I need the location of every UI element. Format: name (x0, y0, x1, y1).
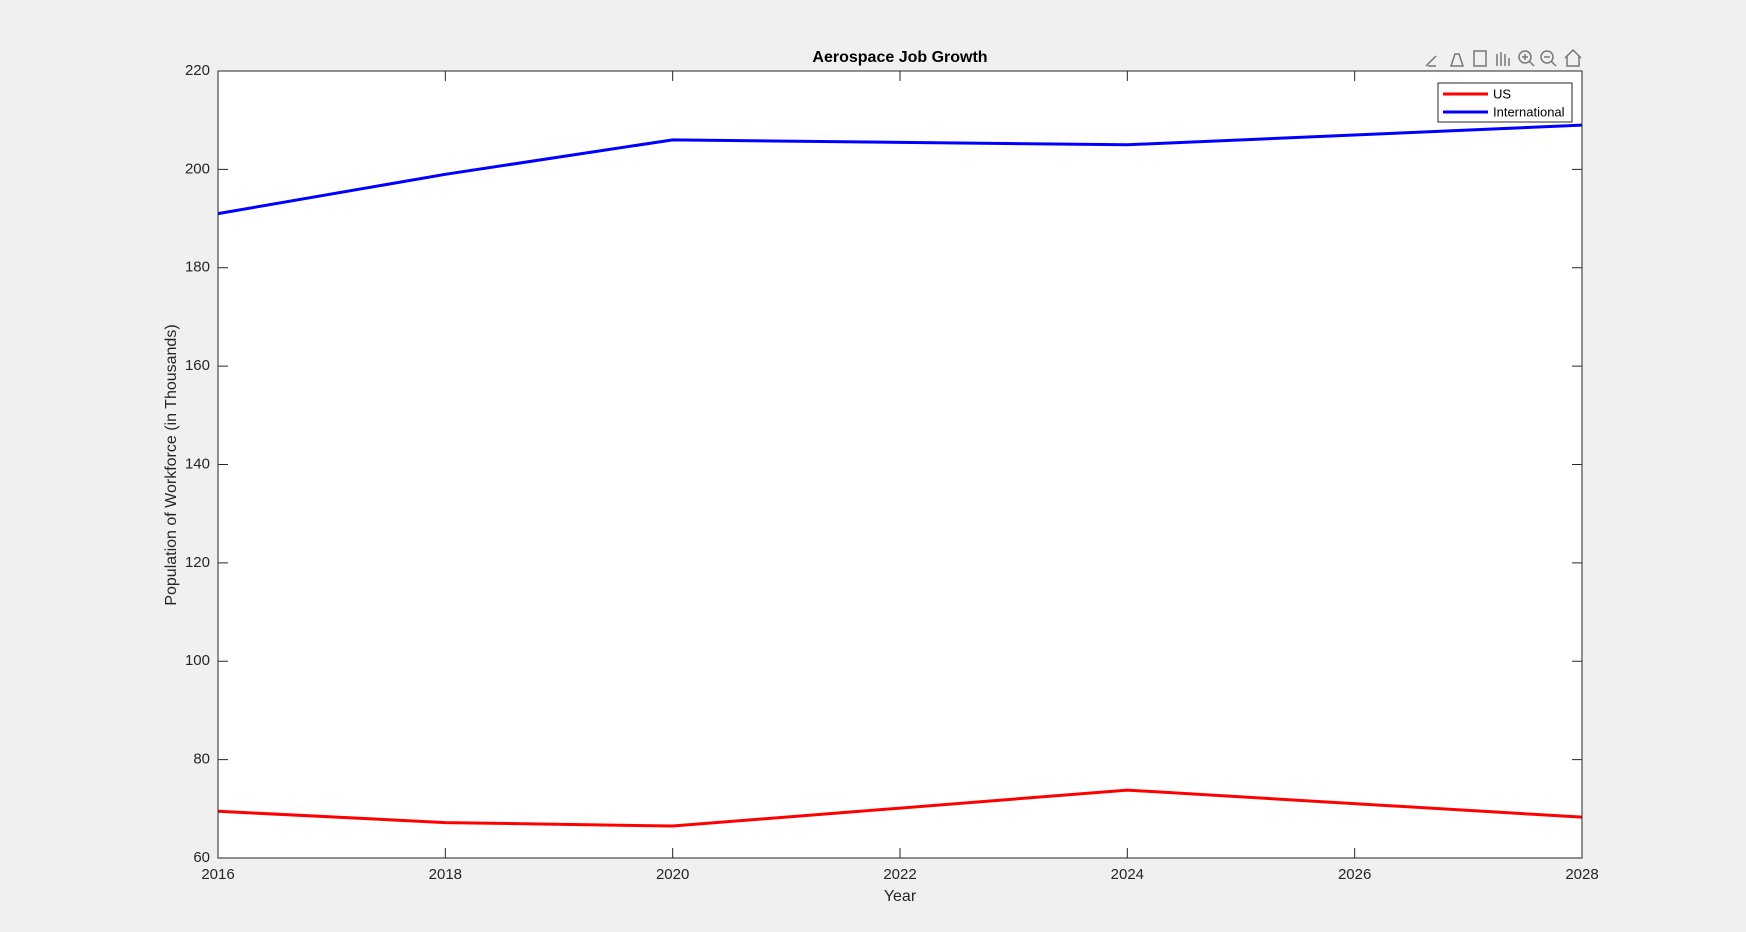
x-tick-label: 2016 (201, 866, 234, 883)
y-tick-label: 80 (193, 751, 210, 768)
chart-title: Aerospace Job Growth (812, 49, 987, 66)
y-tick-label: 220 (185, 62, 210, 79)
legend: US International (1437, 82, 1573, 123)
y-tick-label: 180 (185, 259, 210, 276)
legend-label: US (1493, 86, 1511, 101)
x-tick-label: 2028 (1565, 866, 1598, 883)
y-tick-label: 200 (185, 160, 210, 177)
y-axis-label: Population of Workforce (in Thousands) (163, 324, 180, 605)
toolbar-zoom-in[interactable] (1518, 50, 1532, 64)
y-tick-label: 60 (193, 849, 210, 866)
x-tick-label: 2024 (1111, 866, 1144, 883)
plot-area (218, 71, 1582, 858)
series-line (217, 788, 1583, 828)
toolbar-rotate[interactable] (1473, 50, 1487, 67)
legend-box (1437, 82, 1573, 123)
x-tick-label: 2026 (1338, 866, 1371, 883)
series-line (217, 123, 1583, 216)
x-axis-label: Year (884, 888, 917, 905)
y-tick-label: 100 (185, 652, 210, 669)
toolbar-zoom-out[interactable] (1540, 50, 1554, 64)
toolbar-home[interactable] (1564, 48, 1582, 67)
x-tick-label: 2018 (429, 866, 462, 883)
axes-box (217, 70, 1583, 859)
y-tick-label: 120 (185, 554, 210, 571)
legend-label: International (1493, 104, 1565, 119)
x-tick-label: 2022 (883, 866, 916, 883)
toolbar[interactable] (1425, 48, 1582, 67)
y-tick-label: 140 (185, 455, 210, 472)
toolbar-datatip[interactable] (1449, 53, 1465, 67)
toolbar-pan[interactable] (1496, 52, 1510, 66)
y-tick-label: 160 (185, 357, 210, 374)
x-tick-label: 2020 (656, 866, 689, 883)
toolbar-brush[interactable] (1425, 55, 1437, 67)
